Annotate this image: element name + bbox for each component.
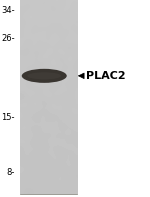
Ellipse shape [27,72,61,79]
Ellipse shape [22,69,67,83]
Text: 15-: 15- [2,113,15,122]
Bar [23,0,74,4]
Text: 26-: 26- [1,34,15,43]
Text: PLAC2: PLAC2 [86,71,126,81]
Text: 34-: 34- [1,6,15,15]
Text: 8-: 8- [7,168,15,177]
Bar [20,1,77,194]
